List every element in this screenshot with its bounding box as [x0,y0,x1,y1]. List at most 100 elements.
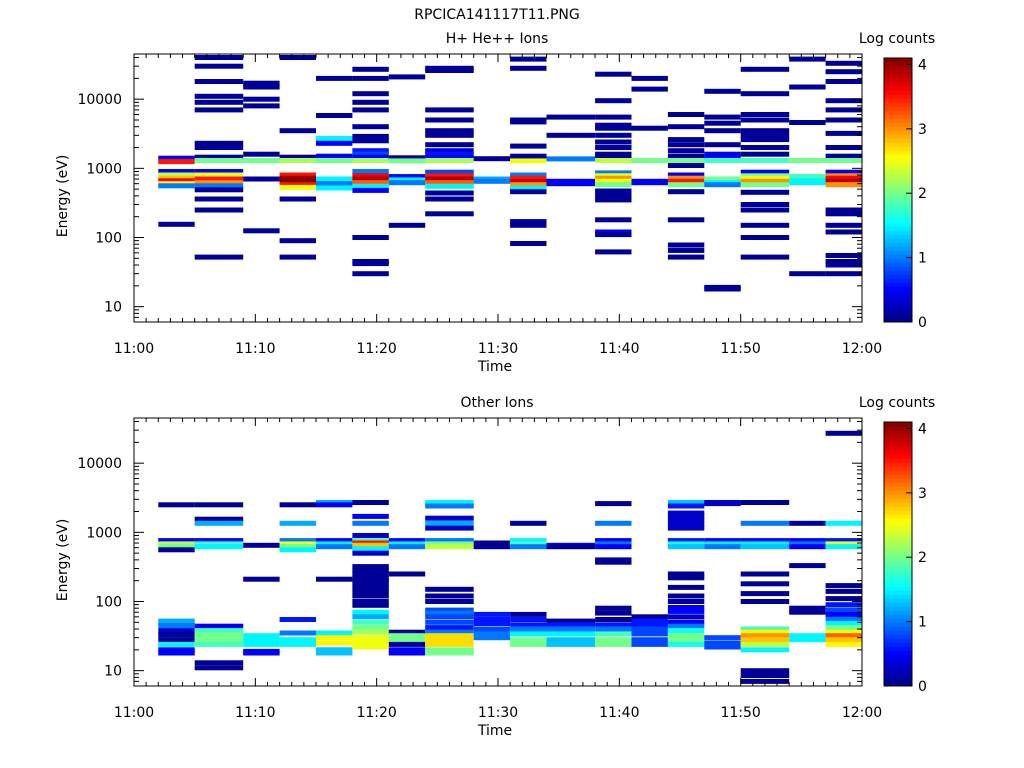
heatmap-cell [510,538,547,544]
heatmap-cell [825,617,862,622]
heatmap-cell [425,641,474,647]
heatmap-cell [825,107,862,113]
heatmap-cell [740,544,790,550]
colorbar-segment [884,142,912,147]
heatmap-cell [352,271,389,277]
heatmap-cell [825,520,862,526]
heatmap-cell [825,178,862,184]
heatmap-cell [425,593,474,599]
colorbar-segment [884,614,912,619]
heatmap-cell [352,629,389,635]
colorbar-segment [884,98,912,103]
heatmap-cell [510,241,547,246]
heatmap-cell [352,183,389,189]
colorbar-segment [884,194,912,199]
heatmap-cell [595,114,632,120]
heatmap-cell [388,647,426,653]
heatmap-cell [740,668,790,674]
heatmap-cell [279,158,316,163]
heatmap-cell [631,75,668,81]
heatmap-cell [789,544,826,550]
colorbar-tick-label: 3 [918,122,927,138]
x-tick-label: 11:30 [478,705,518,721]
heatmap-cell [667,153,705,159]
heatmap-cell [595,182,632,188]
heatmap-cell [631,180,668,186]
heatmap-cell [279,55,316,60]
x-tick-label: 11:20 [356,341,396,357]
heatmap-cell [667,172,705,178]
colorbar-segment [884,458,912,463]
heatmap-cell [789,180,826,186]
colorbar-segment [884,262,912,267]
heatmap-cell [595,158,632,163]
colorbar-segment [884,294,912,299]
heatmap-cell [740,678,790,684]
heatmap-cell [595,151,632,157]
heatmap-cell [740,500,790,505]
heatmap-cell [194,520,244,526]
heatmap-cell [158,175,195,181]
heatmap-cell [667,158,705,163]
heatmap-cell [595,559,632,565]
heatmap-cell [279,641,316,647]
heatmap-cell [789,271,826,277]
colorbar-segment [884,178,912,183]
heatmap-cell [158,547,195,553]
colorbar-tick-label: 0 [918,679,927,695]
heatmap-cell [352,180,389,186]
heatmap-cell [510,158,547,164]
heatmap-cell [704,541,741,547]
colorbar-segment [884,246,912,251]
heatmap-cell [740,91,790,97]
heatmap-cell [595,145,632,150]
heatmap-cell [473,626,511,632]
x-tick-label: 11:10 [235,341,275,357]
colorbar-tick-label: 2 [918,186,927,202]
colorbar-segment [884,150,912,155]
heatmap-cell [425,176,474,182]
heatmap-cell [667,189,705,195]
heatmap-cell [352,148,389,154]
heatmap-cell [352,133,389,139]
heatmap-cell [425,525,474,531]
heatmap-cell [352,581,389,587]
colorbar-segment [884,214,912,219]
colorbar-segment [884,230,912,235]
heatmap-cell [194,516,244,522]
colorbar-segment [884,442,912,447]
colorbar-segment [884,162,912,167]
colorbar-segment [884,102,912,107]
heatmap-cell [789,120,826,125]
colorbar-segment [884,198,912,203]
heatmap-cell [595,188,632,194]
colorbar-segment [884,206,912,211]
colorbar-segment [884,422,912,427]
panel-top-heatmap-cells [158,55,862,292]
heatmap-cell [425,633,474,639]
colorbar-segment [884,514,912,519]
heatmap-cell [279,502,316,508]
heatmap-cell [595,249,632,255]
heatmap-cell [194,140,244,146]
heatmap-cell [789,633,826,639]
heatmap-cell [667,178,705,184]
heatmap-cell [704,538,741,544]
heatmap-cell [352,593,389,599]
heatmap-cell [704,176,741,182]
heatmap-cell [158,221,195,227]
colorbar-segment [884,474,912,479]
heatmap-cell [510,622,547,628]
heatmap-cell [704,114,741,120]
heatmap-cell [667,633,705,639]
heatmap-cell [667,525,705,531]
colorbar-segment [884,538,912,543]
heatmap-cell [510,56,547,62]
heatmap-cell [194,169,244,174]
heatmap-cell [425,148,474,154]
heatmap-cell [510,541,547,547]
heatmap-cell [704,158,741,163]
heatmap-cell [316,650,353,656]
heatmap-cell [667,500,705,505]
